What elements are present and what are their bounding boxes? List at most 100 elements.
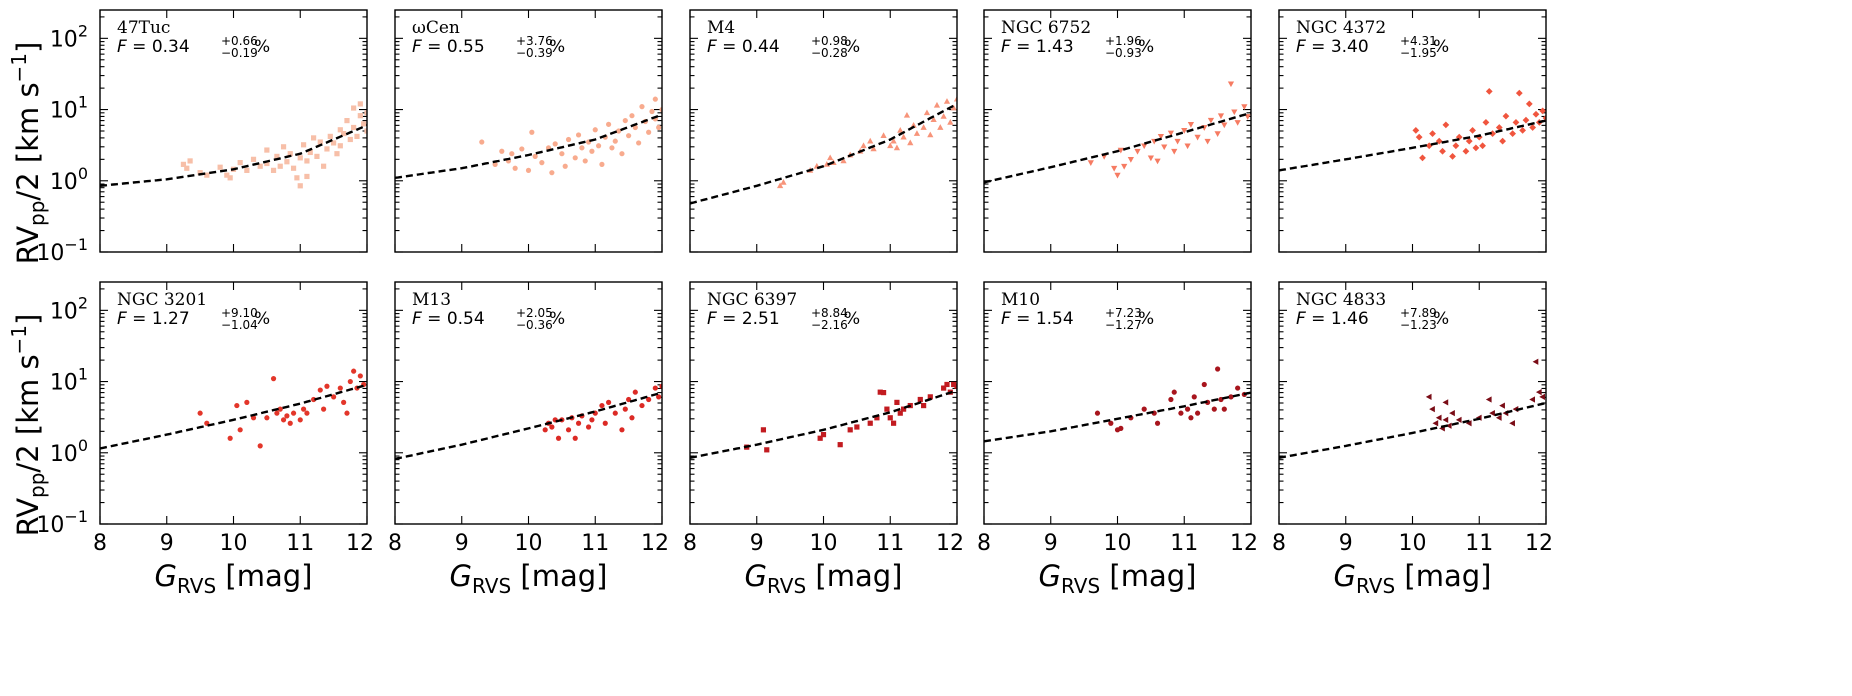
data-point [1154, 158, 1161, 165]
data-point [294, 175, 300, 181]
data-point [1171, 148, 1178, 155]
data-point [1141, 143, 1148, 150]
data-point [1201, 381, 1207, 388]
data-point [1499, 402, 1505, 409]
data-point [1509, 130, 1517, 137]
data-point [1429, 130, 1436, 137]
panel-m4: M4F = 0.44 +0.98 −0.28% [689, 9, 958, 253]
data-point [1449, 410, 1455, 417]
data-point [920, 124, 927, 130]
data-point [1181, 128, 1188, 134]
data-point [921, 402, 927, 409]
y-tick-label: 102 [50, 21, 88, 52]
data-point [870, 145, 877, 152]
data-point [347, 378, 353, 385]
x-tick-label: 9 [750, 531, 764, 556]
data-point [532, 153, 538, 159]
y-tick-label: 101 [50, 365, 88, 396]
data-point [776, 182, 784, 189]
x-tick-label: 12 [1525, 531, 1553, 556]
x-tick-label: 9 [455, 531, 469, 556]
data-point [321, 406, 327, 412]
data-point [331, 394, 337, 400]
data-point [347, 136, 353, 143]
data-point [1194, 134, 1201, 141]
model-curve [1279, 401, 1546, 459]
x-tick-label: 11 [581, 531, 609, 556]
data-point [1499, 137, 1506, 145]
data-point [1234, 120, 1241, 126]
data-point [944, 381, 950, 388]
data-point [1472, 144, 1480, 152]
data-point [324, 383, 330, 389]
x-tick-label: 8 [93, 531, 107, 556]
data-point [1529, 124, 1537, 131]
x-tick-label: 9 [1339, 531, 1353, 556]
data-point [552, 141, 558, 147]
data-point [1529, 396, 1535, 403]
data-point [1539, 393, 1546, 400]
data-point [237, 159, 243, 166]
data-point [357, 373, 363, 379]
x-axis-label: GRVS [mag] [1334, 559, 1492, 598]
data-point [227, 175, 233, 181]
data-point [867, 137, 874, 144]
axes-frame [983, 9, 1252, 253]
data-point [304, 173, 310, 180]
data-point [317, 387, 323, 393]
data-point [910, 121, 917, 128]
data-point [244, 399, 250, 405]
model-curve [395, 113, 662, 179]
data-point [1211, 406, 1217, 412]
data-point [337, 385, 343, 391]
data-point [780, 178, 787, 185]
data-point [606, 399, 612, 405]
data-point [277, 406, 283, 412]
data-point [1415, 133, 1423, 141]
binary-fraction-label: F = 1.43 +1.96 −0.93% [1001, 34, 1154, 60]
data-point [354, 133, 360, 139]
data-point [764, 447, 770, 453]
data-point [589, 148, 595, 154]
data-point [1167, 130, 1175, 137]
cluster-name: NGC 4833 [1296, 290, 1386, 310]
data-point [479, 139, 485, 145]
data-point [913, 130, 921, 136]
data-point [274, 410, 280, 416]
data-point [314, 153, 320, 159]
data-point [619, 427, 625, 433]
data-point [656, 394, 662, 400]
data-point [341, 399, 347, 405]
data-point [595, 143, 602, 149]
data-point [572, 435, 578, 441]
data-point [297, 155, 303, 161]
data-point [847, 427, 853, 433]
data-point [1168, 396, 1174, 403]
data-point [304, 158, 310, 164]
data-point [622, 406, 628, 412]
data-point [297, 183, 303, 189]
data-point [1452, 142, 1460, 150]
data-point [1178, 410, 1184, 416]
data-point [1465, 420, 1472, 427]
data-point [937, 124, 944, 130]
data-point [555, 435, 562, 441]
data-point [264, 415, 270, 421]
data-point [187, 158, 193, 164]
data-point [760, 427, 767, 433]
data-point [894, 399, 900, 405]
data-point [903, 111, 911, 118]
data-point [953, 95, 957, 102]
data-point [612, 138, 618, 144]
cluster-name: 47Tuc [117, 18, 170, 38]
data-point [890, 137, 897, 144]
data-point [840, 157, 847, 164]
axes-frame [99, 9, 368, 253]
data-point [1465, 137, 1473, 145]
model-curve [100, 383, 367, 450]
data-point [1174, 138, 1181, 145]
y-axis-label-row-1: RVpp/2 [km s−1] [7, 42, 49, 265]
data-point [565, 427, 572, 433]
